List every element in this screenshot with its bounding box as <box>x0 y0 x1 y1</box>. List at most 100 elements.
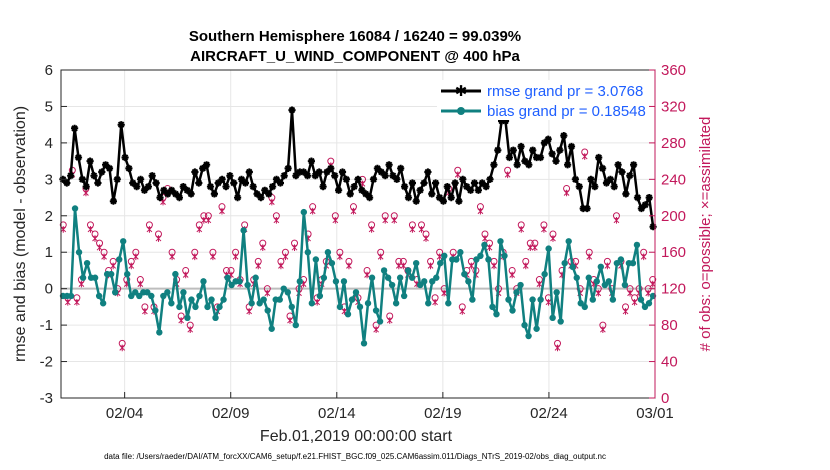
rmse-point <box>323 168 331 176</box>
legend-label-rmse: rmse grand pr = 3.0768 <box>487 83 643 100</box>
rmse-point <box>307 157 315 165</box>
bias-point <box>156 329 163 336</box>
obs-assimilated-marker <box>350 207 357 215</box>
bias-point <box>421 278 428 285</box>
obs-assimilated-marker <box>486 244 493 251</box>
rmse-point <box>276 179 284 187</box>
rmse-point <box>560 132 568 140</box>
y2-tick-label: 160 <box>661 244 686 261</box>
rmse-point <box>362 190 370 198</box>
bias-point <box>111 289 119 296</box>
bias-point <box>340 278 348 285</box>
bias-point <box>124 270 131 278</box>
obs-assimilated-marker <box>101 253 107 261</box>
obs-assimilated-marker <box>477 207 484 215</box>
bias-point <box>396 274 404 281</box>
obs-assimilated-marker <box>259 244 266 251</box>
y2-axis-label: # of obs: o=possible; ×=assimilated <box>697 117 714 352</box>
rmse-point <box>630 161 638 169</box>
bias-point <box>380 267 388 274</box>
rmse-point <box>463 183 471 191</box>
obs-assimilated-marker <box>509 271 516 279</box>
bias-point <box>308 300 316 307</box>
obs-assimilated-marker <box>337 253 343 261</box>
rmse-point <box>366 194 374 202</box>
obs-assimilated-marker <box>273 217 280 224</box>
y-tick-label: 2 <box>45 208 53 225</box>
y2-tick-label: 360 <box>661 62 686 79</box>
obs-assimilated-marker <box>64 299 71 306</box>
y-tick-label: 4 <box>45 135 53 152</box>
obs-assimilated-marker <box>219 207 225 215</box>
rmse-point <box>412 197 420 205</box>
rmse-point <box>478 179 486 187</box>
rmse-point <box>292 172 300 180</box>
y2-tick-label: 320 <box>661 98 686 115</box>
bias-point <box>541 270 548 278</box>
rmse-point <box>257 194 265 202</box>
rmse-point <box>160 186 168 194</box>
bias-point <box>565 238 572 245</box>
rmse-point <box>269 183 277 191</box>
rmse-point <box>482 183 490 191</box>
rmse-point <box>121 153 129 162</box>
obs-assimilated-marker <box>332 217 339 224</box>
rmse-point <box>284 164 292 172</box>
bias-point <box>364 300 372 307</box>
rmse-point <box>265 190 273 198</box>
bias-point <box>457 249 464 256</box>
bias-point <box>461 270 468 278</box>
bias-point <box>244 281 251 289</box>
obs-assimilated-marker <box>268 198 275 206</box>
rmse-point <box>470 179 479 187</box>
obs-assimilated-marker <box>631 299 638 306</box>
bias-point <box>328 259 336 267</box>
bias-point <box>248 300 255 307</box>
rmse-point <box>74 153 83 162</box>
rmse-point <box>117 121 125 129</box>
bias-point <box>597 263 605 270</box>
rmse-point <box>358 186 366 194</box>
rmse-point <box>179 183 187 191</box>
bias-point <box>75 249 83 256</box>
x-tick-label: 02/24 <box>530 405 568 422</box>
obs-assimilated-marker <box>155 235 162 242</box>
y2-tick-label: 0 <box>661 390 669 407</box>
obs-assimilated-marker <box>554 344 561 352</box>
rmse-point <box>222 183 230 191</box>
rmse-point <box>633 194 642 202</box>
rmse-point <box>533 153 541 162</box>
obs-assimilated-marker <box>604 262 611 270</box>
bias-point <box>240 227 247 234</box>
obs-assimilated-marker <box>545 299 552 306</box>
rmse-point <box>498 117 506 125</box>
rmse-point <box>253 190 261 198</box>
bias-point <box>533 325 540 332</box>
obs-assimilated-marker <box>581 153 588 160</box>
rmse-point <box>303 172 312 180</box>
obs-assimilated-marker <box>640 253 647 261</box>
obs-assimilated-marker <box>146 226 153 233</box>
bias-point <box>609 296 617 303</box>
rmse-point <box>319 183 327 191</box>
rmse-point <box>237 175 246 183</box>
obs-assimilated-marker <box>427 262 434 270</box>
obs-assimilated-marker <box>368 226 375 233</box>
obs-assimilated-marker <box>169 253 175 261</box>
bias-point <box>176 303 183 311</box>
rmse-point <box>148 172 156 180</box>
bias-point <box>404 267 412 274</box>
y2-tick-label: 240 <box>661 171 686 188</box>
bias-point <box>220 296 227 303</box>
obs-assimilated-marker <box>83 189 89 197</box>
chart-title: Southern Hemisphere 16084 / 16240 = 99.0… <box>189 28 521 45</box>
rmse-point <box>451 179 459 187</box>
rmse-point <box>447 194 455 202</box>
bias-point <box>517 281 524 289</box>
obs-assimilated-marker <box>423 235 429 242</box>
rmse-point <box>214 179 222 187</box>
rmse-point <box>354 175 362 183</box>
bias-point <box>433 274 440 281</box>
bias-point <box>284 289 291 296</box>
rmse-point <box>203 161 211 169</box>
